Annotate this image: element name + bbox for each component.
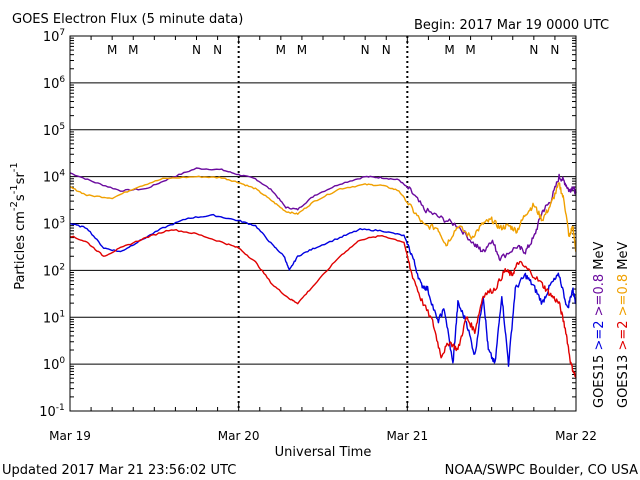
series-line bbox=[69, 228, 577, 379]
y-axis-label: Particles cm-2s-1sr-1 bbox=[9, 162, 28, 290]
y-tick-label: 103 bbox=[43, 216, 65, 233]
y-tick-label: 102 bbox=[43, 262, 65, 279]
y-tick-label: 107 bbox=[43, 28, 65, 45]
mn-marker: N bbox=[192, 43, 201, 57]
chart-title: GOES Electron Flux (5 minute data) bbox=[12, 12, 243, 27]
series-line bbox=[69, 213, 577, 367]
mn-marker: M bbox=[128, 43, 138, 57]
series-line bbox=[69, 167, 577, 262]
mn-marker: M bbox=[297, 43, 307, 57]
x-axis-label: Universal Time bbox=[275, 445, 372, 460]
source-label: NOAA/SWPC Boulder, CO USA bbox=[445, 463, 638, 478]
y-tick-label: 104 bbox=[43, 169, 66, 186]
y-tick-label: 105 bbox=[43, 122, 65, 139]
y-tick-labels: 107 106 105 104 103 102 101 100 10-1 bbox=[39, 28, 65, 420]
y-tick-label: 100 bbox=[43, 356, 66, 373]
plot-frame bbox=[69, 35, 577, 412]
y-tick-label: 101 bbox=[43, 309, 65, 326]
legend-entry: GOES13 >=2 >=0.8 MeV bbox=[616, 242, 631, 408]
x-tick-label: Mar 22 bbox=[555, 429, 597, 443]
plot-series bbox=[69, 167, 577, 379]
mn-marker: N bbox=[550, 43, 559, 57]
updated-label: Updated 2017 Mar 21 23:56:02 UTC bbox=[2, 463, 236, 478]
mn-marker: N bbox=[361, 43, 370, 57]
mn-marker: M bbox=[465, 43, 475, 57]
begin-label: Begin: 2017 Mar 19 0000 UTC bbox=[414, 18, 609, 33]
mn-marker: M bbox=[107, 43, 117, 57]
x-tick-label: Mar 20 bbox=[218, 429, 260, 443]
series-line bbox=[69, 175, 577, 252]
mn-marker: N bbox=[529, 43, 538, 57]
mn-marker: N bbox=[382, 43, 391, 57]
x-tick-label: Mar 21 bbox=[386, 429, 428, 443]
mn-marker: N bbox=[213, 43, 222, 57]
x-tick-labels: Mar 19 Mar 20 Mar 21 Mar 22 bbox=[49, 429, 597, 443]
plot-grid bbox=[69, 36, 577, 411]
y-tick-label: 10-1 bbox=[39, 403, 65, 420]
mn-marker: M bbox=[444, 43, 454, 57]
y-tick-label: 106 bbox=[43, 75, 66, 92]
legend-entry: GOES15 >=2 >=0.8 MeV bbox=[592, 242, 607, 408]
x-tick-label: Mar 19 bbox=[49, 429, 91, 443]
mn-marker: M bbox=[276, 43, 286, 57]
series-legend: GOES15 >=2 >=0.8 MeV GOES13 >=2 >=0.8 Me… bbox=[592, 242, 631, 408]
